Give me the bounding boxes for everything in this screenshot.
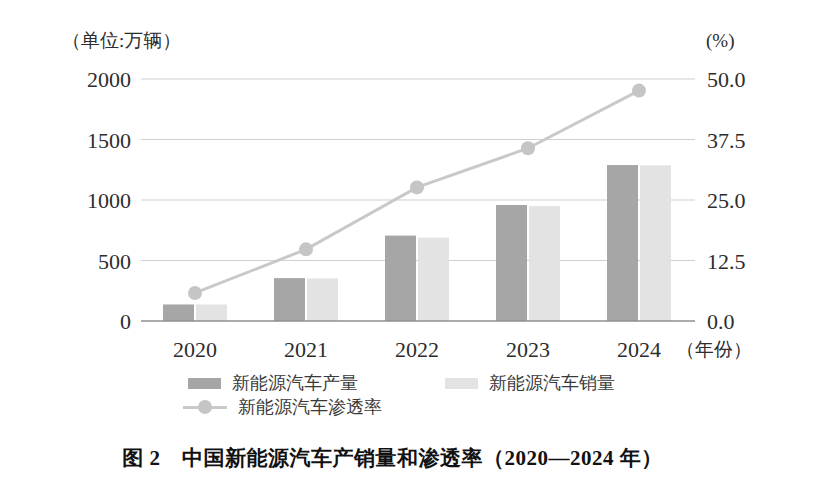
sales-bar-swatch-icon <box>445 378 478 389</box>
left-axis-tick-0: 0 <box>120 309 131 334</box>
right-axis-tick-50.0: 50.0 <box>707 67 746 92</box>
bar-production-2023 <box>496 205 527 321</box>
legend-label-penetration: 新能源汽车渗透率 <box>238 396 382 418</box>
bar-sales-2023 <box>529 206 560 321</box>
bar-production-2021 <box>274 278 305 321</box>
legend-item-sales: 新能源汽车销量 <box>445 372 615 394</box>
penetration-point-2021 <box>299 242 313 256</box>
left-axis-tick-1000: 1000 <box>87 188 131 213</box>
left-axis-tick-500: 500 <box>98 249 131 274</box>
right-axis-tick-37.5: 37.5 <box>707 128 746 153</box>
bar-production-2022 <box>385 236 416 321</box>
bar-production-2020 <box>163 304 194 321</box>
figure-nev-chart: （单位:万辆） (%) 00.050012.5100025.0150037.52… <box>0 0 831 497</box>
legend-label-production: 新能源汽车产量 <box>232 372 358 394</box>
right-axis-tick-12.5: 12.5 <box>707 249 746 274</box>
x-axis-tick-2023: 2023 <box>506 337 550 362</box>
legend-item-penetration: 新能源汽车渗透率 <box>183 396 382 418</box>
bar-sales-2024 <box>640 165 671 321</box>
x-axis-tick-2024: 2024 <box>617 337 661 362</box>
x-axis-tick-2020: 2020 <box>173 337 217 362</box>
right-axis-tick-25.0: 25.0 <box>707 188 746 213</box>
penetration-point-2024 <box>632 84 646 98</box>
bar-sales-2021 <box>307 278 338 321</box>
bar-sales-2020 <box>196 304 227 321</box>
penetration-line-swatch-icon <box>183 400 227 414</box>
chart-legend: 新能源汽车产量 新能源汽车销量 新能源汽车渗透率 <box>0 370 831 420</box>
legend-label-sales: 新能源汽车销量 <box>489 372 615 394</box>
x-axis-tick-2021: 2021 <box>284 337 328 362</box>
right-axis-tick-0.0: 0.0 <box>707 309 735 334</box>
penetration-point-2022 <box>410 180 424 194</box>
penetration-point-2023 <box>521 141 535 155</box>
bar-sales-2022 <box>418 238 449 321</box>
penetration-marker-dot <box>198 400 212 414</box>
bar-production-2024 <box>607 165 638 321</box>
penetration-point-2020 <box>188 286 202 300</box>
x-axis-tick-2022: 2022 <box>395 337 439 362</box>
left-axis-tick-1500: 1500 <box>87 128 131 153</box>
legend-item-production: 新能源汽车产量 <box>188 372 358 394</box>
figure-caption: 图 2 中国新能源汽车产销量和渗透率（2020—2024 年） <box>0 444 785 472</box>
x-axis-suffix-label: （年份） <box>676 339 752 360</box>
production-bar-swatch-icon <box>188 378 221 389</box>
left-axis-tick-2000: 2000 <box>87 67 131 92</box>
